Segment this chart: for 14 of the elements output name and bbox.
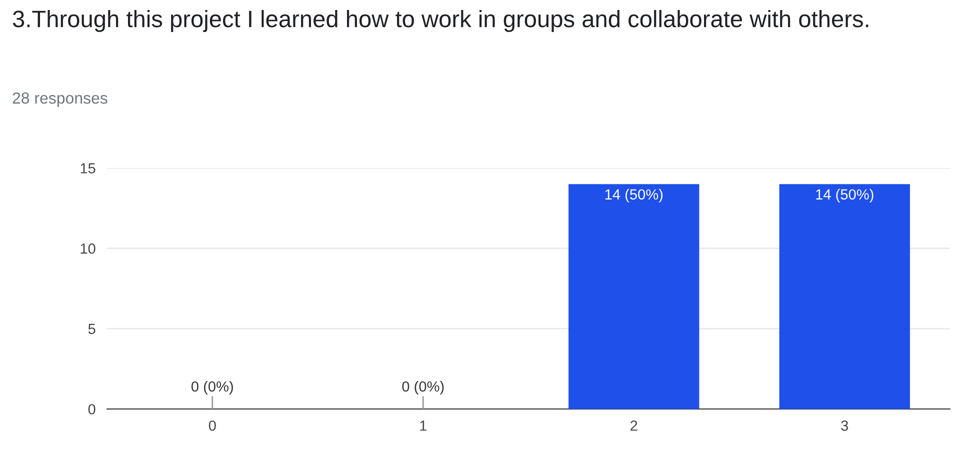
chart-subtitle: 28 responses (12, 92, 108, 107)
y-tick-label: 5 (88, 324, 96, 334)
data-label: 14 (50%) (605, 188, 663, 202)
data-label: 0 (0%) (191, 380, 233, 395)
chart-title: 3.Through this project I learned how to work in groups and collaborate with others. (12, 10, 868, 32)
data-label: 0 (0%) (402, 380, 444, 395)
y-tick-label: 15 (80, 163, 96, 174)
x-tick-label: 3 (841, 420, 848, 431)
y-tick-label: 0 (88, 404, 96, 414)
x-tick-label: 1 (420, 420, 426, 431)
x-tick-label: 0 (208, 420, 216, 431)
y-tick-label: 10 (80, 243, 96, 254)
x-tick-label: 2 (630, 420, 638, 431)
data-label: 14 (50%) (816, 188, 874, 202)
